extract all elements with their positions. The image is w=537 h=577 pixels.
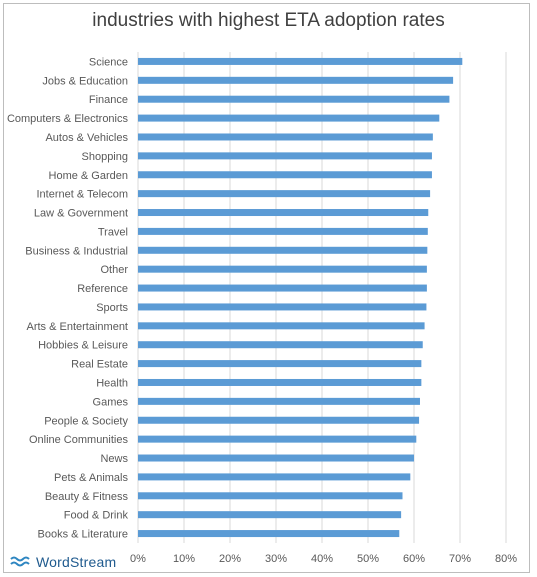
category-label: Internet & Telecom — [36, 189, 128, 201]
category-label: Autos & Vehicles — [45, 132, 128, 144]
category-label: Finance — [89, 94, 128, 106]
bar — [138, 95, 450, 103]
category-label: Food & Drink — [64, 510, 129, 522]
bar — [138, 171, 432, 179]
bar — [138, 265, 427, 273]
category-label: Sports — [96, 302, 128, 314]
bar — [138, 209, 429, 217]
bar — [138, 341, 423, 349]
x-tick-label: 30% — [265, 553, 287, 565]
bar — [138, 322, 425, 330]
x-tick-label: 10% — [173, 553, 195, 565]
bar — [138, 416, 420, 424]
category-label: Health — [96, 377, 128, 389]
bar — [138, 114, 440, 122]
category-label: People & Society — [44, 415, 128, 427]
gridlines — [137, 52, 507, 543]
bar — [138, 360, 422, 368]
x-tick-label: 80% — [495, 553, 517, 565]
x-tick-label: 70% — [449, 553, 471, 565]
category-label: Real Estate — [71, 359, 128, 371]
category-label: Shopping — [82, 151, 129, 163]
bar — [138, 378, 422, 386]
bar — [138, 76, 454, 84]
x-tick-label: 40% — [311, 553, 333, 565]
bar — [138, 57, 463, 65]
category-label: Law & Government — [34, 208, 128, 220]
bar — [138, 303, 427, 311]
category-label: Online Communities — [29, 434, 129, 446]
bar — [138, 397, 420, 405]
bar — [138, 284, 427, 292]
category-label: Business & Industrial — [25, 245, 128, 257]
bar — [138, 530, 400, 538]
category-label: Computers & Electronics — [7, 113, 129, 125]
logo-text: WordStream — [36, 554, 117, 570]
category-label: News — [100, 453, 128, 465]
category-label: Jobs & Education — [42, 75, 128, 87]
category-label: Arts & Entertainment — [27, 321, 129, 333]
wave-logo-icon — [10, 556, 30, 567]
bar — [138, 133, 433, 141]
wordstream-logo: WordStream — [10, 553, 116, 571]
category-label: Books & Literature — [38, 529, 129, 541]
x-tick-label: 20% — [219, 553, 241, 565]
category-label: Reference — [77, 283, 128, 295]
x-tick-label: 50% — [357, 553, 379, 565]
bar — [138, 246, 428, 254]
chart-title: industries with highest ETA adoption rat… — [92, 10, 445, 31]
category-label: Other — [100, 264, 128, 276]
category-label: Science — [89, 56, 128, 68]
category-label: Hobbies & Leisure — [38, 340, 128, 352]
bar — [138, 511, 402, 519]
x-tick-labels: 0% 10% 20% 30% 40% 50% 60% 70% 80% — [130, 553, 517, 565]
bar — [138, 152, 432, 160]
category-label: Home & Garden — [49, 170, 128, 182]
x-tick-label: 0% — [130, 553, 146, 565]
category-label: Beauty & Fitness — [45, 491, 129, 503]
bar — [138, 454, 414, 462]
category-label: Games — [93, 396, 129, 408]
category-labels: Science Jobs & Education Finance Computers … — [7, 56, 129, 540]
bar — [138, 492, 403, 500]
bar — [138, 473, 411, 481]
x-tick-label: 60% — [403, 553, 425, 565]
bars — [138, 57, 463, 538]
bar — [138, 435, 417, 443]
bar — [138, 190, 431, 198]
category-label: Pets & Animals — [54, 472, 128, 484]
bar — [138, 227, 428, 235]
category-label: Travel — [98, 226, 128, 238]
